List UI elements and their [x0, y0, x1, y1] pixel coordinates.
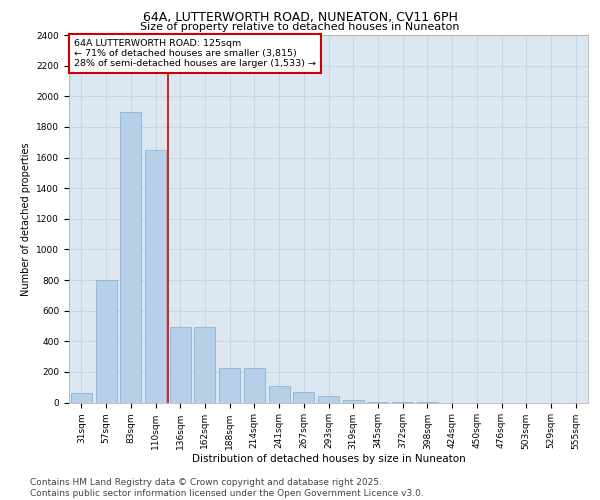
Bar [219, 368, 240, 402]
Y-axis label: Number of detached properties: Number of detached properties [21, 142, 31, 296]
Text: Contains HM Land Registry data © Crown copyright and database right 2025.
Contai: Contains HM Land Registry data © Crown c… [30, 478, 424, 498]
Text: 64A, LUTTERWORTH ROAD, NUNEATON, CV11 6PH: 64A, LUTTERWORTH ROAD, NUNEATON, CV11 6P… [143, 11, 457, 24]
Bar [95, 280, 116, 402]
Bar [120, 112, 141, 403]
Text: Size of property relative to detached houses in Nuneaton: Size of property relative to detached ho… [140, 22, 460, 32]
Bar [293, 392, 314, 402]
Bar [71, 394, 92, 402]
Bar [269, 386, 290, 402]
X-axis label: Distribution of detached houses by size in Nuneaton: Distribution of detached houses by size … [191, 454, 466, 464]
Text: 64A LUTTERWORTH ROAD: 125sqm
← 71% of detached houses are smaller (3,815)
28% of: 64A LUTTERWORTH ROAD: 125sqm ← 71% of de… [74, 38, 316, 68]
Bar [318, 396, 339, 402]
Bar [170, 328, 191, 402]
Bar [343, 400, 364, 402]
Bar [194, 328, 215, 402]
Bar [145, 150, 166, 403]
Bar [244, 368, 265, 402]
